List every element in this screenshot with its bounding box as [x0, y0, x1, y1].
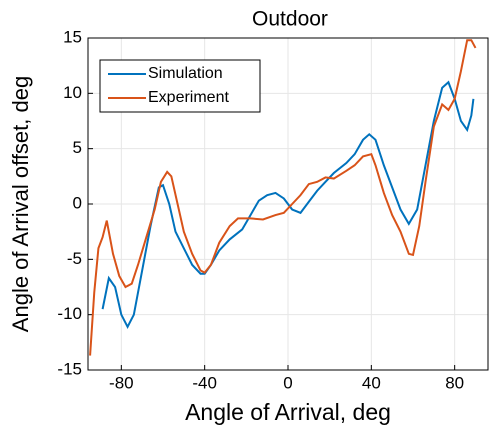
y-tick-label: 5: [73, 138, 82, 157]
x-tick-label: -40: [192, 373, 217, 392]
x-tick-label: -80: [109, 373, 134, 392]
y-tick-label: 10: [63, 83, 82, 102]
plot-frame: [87, 37, 489, 371]
x-tick-label: 40: [362, 373, 381, 392]
y-tick-label: -5: [67, 249, 82, 268]
chart-title: Outdoor: [252, 8, 328, 31]
data-line: [89, 39, 477, 356]
y-tick-label: -10: [57, 304, 82, 323]
legend-label: Experiment: [148, 89, 229, 106]
legend-label: Simulation: [148, 65, 223, 82]
y-tick-label: 15: [63, 27, 82, 46]
x-axis-label: Angle of Arrival, deg: [185, 399, 391, 425]
y-axis-label: Angle of Arrival offset, deg: [8, 76, 33, 332]
y-tick-label: -15: [57, 359, 82, 378]
y-tick-label: 0: [73, 193, 82, 212]
legend-box: [99, 59, 261, 113]
x-tick-label: 0: [283, 373, 292, 392]
x-tick-label: 80: [445, 373, 464, 392]
